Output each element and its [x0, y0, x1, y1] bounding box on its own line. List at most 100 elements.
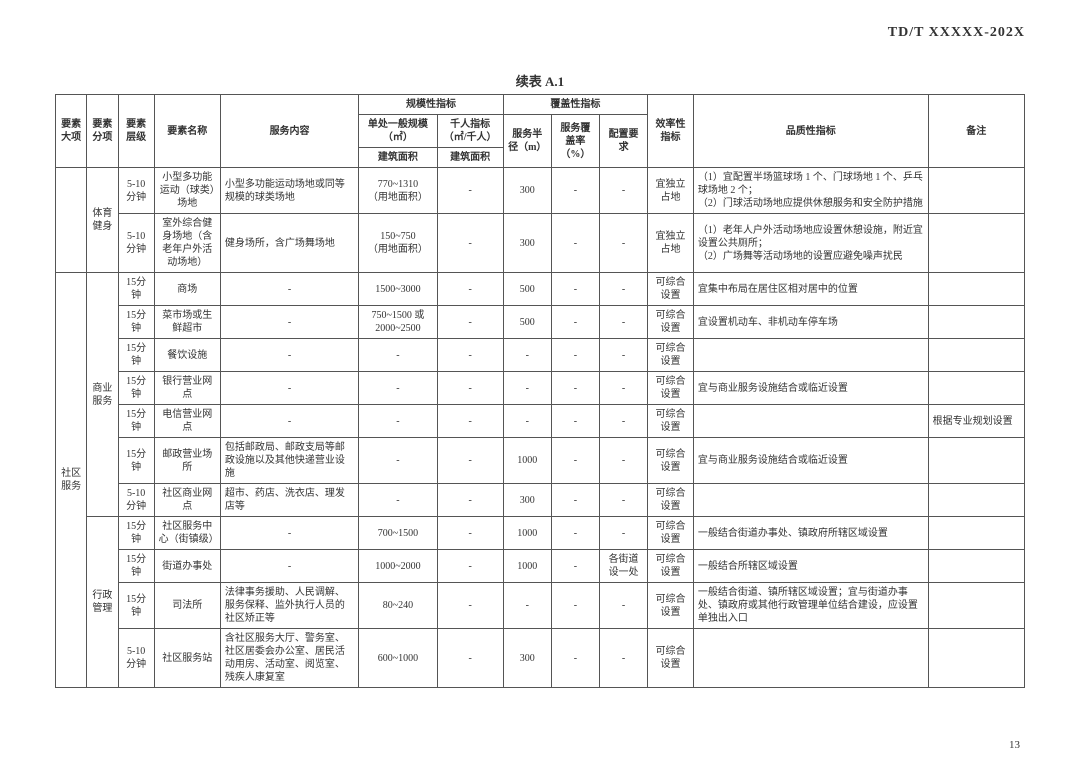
table-cell: 15分钟 — [118, 273, 154, 306]
table-cell: 社区服务 — [56, 273, 87, 688]
table-cell: 一般结合街道办事处、镇政府所辖区域设置 — [693, 517, 928, 550]
th-quality: 品质性指标 — [693, 95, 928, 168]
th-remark: 备注 — [928, 95, 1024, 168]
table-cell: 770~1310（用地面积） — [359, 168, 437, 214]
table-cell: - — [599, 629, 647, 688]
table-cell: - — [599, 168, 647, 214]
table-cell: 社区服务站 — [154, 629, 220, 688]
table-cell: 1000 — [503, 550, 551, 583]
table-cell: - — [437, 306, 503, 339]
th-unit-scale: 单处一般规模（㎡） — [359, 115, 437, 148]
table-cell: 1000 — [503, 517, 551, 550]
table-cell: 可综合设置 — [648, 583, 694, 629]
table-cell: 1000 — [503, 438, 551, 484]
table-row: 5-10分钟室外综合健身场地（含老年户外活动场地）健身场所，含广场舞场地150~… — [56, 214, 1025, 273]
th-content: 服务内容 — [220, 95, 358, 168]
table-cell: - — [220, 306, 358, 339]
table-cell: - — [551, 273, 599, 306]
table-cell: - — [551, 484, 599, 517]
table-cell: - — [551, 550, 599, 583]
table-cell: - — [551, 372, 599, 405]
table-cell — [928, 214, 1024, 273]
table-cell — [928, 306, 1024, 339]
table-cell: 电信营业网点 — [154, 405, 220, 438]
table-cell: 宜独立占地 — [648, 168, 694, 214]
table-cell: - — [437, 273, 503, 306]
table-cell: 一般结合所辖区域设置 — [693, 550, 928, 583]
table-row: 15分钟菜市场或生鲜超市-750~1500 或2000~2500-500--可综… — [56, 306, 1025, 339]
table-cell: 社区服务中心（街镇级） — [154, 517, 220, 550]
th-efficiency: 效率性指标 — [648, 95, 694, 168]
table-cell: - — [437, 339, 503, 372]
table-cell: 体育健身 — [87, 168, 118, 273]
th-scale-group: 规模性指标 — [359, 95, 503, 115]
specification-table: 要素大项 要素分项 要素层级 要素名称 服务内容 规模性指标 覆盖性指标 效率性… — [55, 94, 1025, 688]
table-cell: 社区商业网点 — [154, 484, 220, 517]
table-cell: 可综合设置 — [648, 438, 694, 484]
table-cell: 超市、药店、洗衣店、理发店等 — [220, 484, 358, 517]
table-cell: - — [359, 339, 437, 372]
table-cell: 500 — [503, 273, 551, 306]
table-cell: 15分钟 — [118, 339, 154, 372]
table-cell — [693, 405, 928, 438]
table-cell: - — [551, 339, 599, 372]
table-row: 体育健身5-10分钟小型多功能运动（球类）场地小型多功能运动场地或同等规模的球类… — [56, 168, 1025, 214]
table-cell: - — [359, 372, 437, 405]
table-row: 5-10分钟社区服务站含社区服务大厅、警务室、社区居委会办公室、居民活动用房、活… — [56, 629, 1025, 688]
table-cell: 各街道设一处 — [599, 550, 647, 583]
table-row: 15分钟街道办事处-1000~2000-1000-各街道设一处可综合设置一般结合… — [56, 550, 1025, 583]
table-cell: 300 — [503, 168, 551, 214]
table-cell — [928, 168, 1024, 214]
table-cell: 300 — [503, 484, 551, 517]
table-cell: 可综合设置 — [648, 273, 694, 306]
table-cell: 宜设置机动车、非机动车停车场 — [693, 306, 928, 339]
th-config: 配置要求 — [599, 115, 647, 168]
table-cell: - — [503, 339, 551, 372]
table-row: 15分钟邮政营业场所包括邮政局、邮政支局等邮政设施以及其他快递营业设施--100… — [56, 438, 1025, 484]
table-cell: - — [437, 214, 503, 273]
th-cover-group: 覆盖性指标 — [503, 95, 647, 115]
document-header: TD/T XXXXX-202X — [55, 25, 1025, 41]
th-build2: 建筑面积 — [437, 148, 503, 168]
table-cell: - — [220, 517, 358, 550]
table-cell: - — [220, 339, 358, 372]
table-cell: 15分钟 — [118, 438, 154, 484]
table-cell: 商场 — [154, 273, 220, 306]
table-cell: 含社区服务大厅、警务室、社区居委会办公室、居民活动用房、活动室、阅览室、残疾人康… — [220, 629, 358, 688]
table-cell — [928, 273, 1024, 306]
th-build1: 建筑面积 — [359, 148, 437, 168]
table-cell: 行政管理 — [87, 517, 118, 688]
table-cell: - — [437, 583, 503, 629]
table-cell: - — [599, 405, 647, 438]
table-cell: 一般结合街道、镇所辖区域设置；宜与街道办事处、镇政府或其他行政管理单位结合建设，… — [693, 583, 928, 629]
table-cell — [928, 583, 1024, 629]
table-cell: - — [437, 517, 503, 550]
table-cell: 宜与商业服务设施结合或临近设置 — [693, 438, 928, 484]
table-cell — [928, 484, 1024, 517]
table-cell: 餐饮设施 — [154, 339, 220, 372]
table-cell: - — [220, 550, 358, 583]
table-cell: - — [437, 372, 503, 405]
table-cell: 商业服务 — [87, 273, 118, 517]
table-cell: 小型多功能运动场地或同等规模的球类场地 — [220, 168, 358, 214]
table-cell: - — [599, 484, 647, 517]
table-cell: - — [599, 372, 647, 405]
table-cell: 300 — [503, 214, 551, 273]
table-cell: 小型多功能运动（球类）场地 — [154, 168, 220, 214]
table-cell: 银行营业网点 — [154, 372, 220, 405]
table-cell: 15分钟 — [118, 517, 154, 550]
table-row: 15分钟电信营业网点------可综合设置根据专业规划设置 — [56, 405, 1025, 438]
table-cell — [928, 629, 1024, 688]
table-cell — [928, 372, 1024, 405]
table-cell: - — [551, 583, 599, 629]
table-cell — [693, 629, 928, 688]
table-cell: 750~1500 或2000~2500 — [359, 306, 437, 339]
table-cell — [928, 517, 1024, 550]
th-thousand: 千人指标（㎡/千人） — [437, 115, 503, 148]
table-cell: - — [220, 372, 358, 405]
table-row: 15分钟司法所法律事务援助、人民调解、服务保释、监外执行人员的社区矫正等80~2… — [56, 583, 1025, 629]
table-cell: - — [437, 438, 503, 484]
table-cell: - — [220, 405, 358, 438]
table-cell: - — [503, 372, 551, 405]
th-radius: 服务半径（m） — [503, 115, 551, 168]
